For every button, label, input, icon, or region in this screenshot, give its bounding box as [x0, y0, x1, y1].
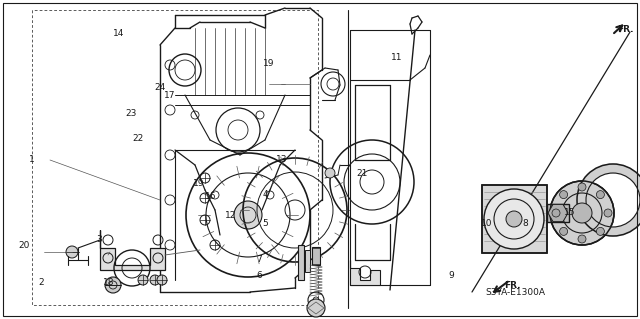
Circle shape	[559, 191, 568, 199]
Text: S3YA-E1300A: S3YA-E1300A	[485, 288, 545, 297]
Circle shape	[578, 183, 586, 191]
Text: 11: 11	[391, 53, 403, 62]
Text: 7: 7	[257, 256, 262, 264]
Bar	[482, 185, 547, 253]
Bar	[547, 204, 569, 222]
Text: 8: 8	[522, 219, 527, 228]
Bar	[482, 185, 547, 253]
Circle shape	[234, 201, 262, 229]
Circle shape	[552, 209, 560, 217]
Polygon shape	[100, 230, 165, 270]
Text: 17: 17	[164, 91, 175, 100]
Circle shape	[604, 209, 612, 217]
Text: FR.: FR.	[617, 26, 633, 34]
Circle shape	[66, 246, 78, 258]
Bar	[312, 247, 320, 265]
Text: 16: 16	[205, 192, 217, 201]
Text: 23: 23	[125, 109, 137, 118]
Text: 2: 2	[39, 278, 44, 287]
Text: 15: 15	[564, 208, 575, 217]
Bar	[312, 248, 320, 264]
Text: 22: 22	[132, 134, 143, 143]
Circle shape	[596, 191, 604, 199]
Text: 13: 13	[276, 155, 287, 164]
Text: 5: 5	[263, 219, 268, 228]
Bar	[305, 250, 310, 272]
Text: 14: 14	[113, 29, 124, 38]
Bar	[298, 245, 304, 280]
Circle shape	[596, 227, 604, 235]
Text: 21: 21	[356, 169, 367, 178]
Text: FR.: FR.	[504, 280, 520, 290]
Polygon shape	[548, 204, 568, 222]
Circle shape	[138, 275, 148, 285]
Circle shape	[578, 235, 586, 243]
Circle shape	[550, 181, 614, 245]
Circle shape	[150, 275, 160, 285]
Circle shape	[325, 168, 335, 178]
Circle shape	[506, 211, 522, 227]
Text: 6: 6	[257, 271, 262, 280]
Circle shape	[307, 299, 325, 317]
Text: 19: 19	[263, 59, 275, 68]
Text: 24: 24	[154, 83, 166, 92]
Circle shape	[105, 277, 121, 293]
Circle shape	[157, 275, 167, 285]
Text: 1: 1	[29, 155, 35, 164]
Text: 20: 20	[19, 241, 30, 250]
Text: 18: 18	[103, 278, 115, 287]
Text: 3: 3	[97, 235, 102, 244]
Circle shape	[572, 203, 592, 223]
Text: 10: 10	[481, 219, 492, 228]
Text: 4: 4	[263, 190, 268, 199]
Text: 12: 12	[225, 211, 236, 220]
Polygon shape	[350, 260, 380, 285]
Text: 9: 9	[449, 271, 454, 280]
Text: 19: 19	[193, 179, 204, 188]
Circle shape	[484, 189, 544, 249]
Circle shape	[559, 227, 568, 235]
